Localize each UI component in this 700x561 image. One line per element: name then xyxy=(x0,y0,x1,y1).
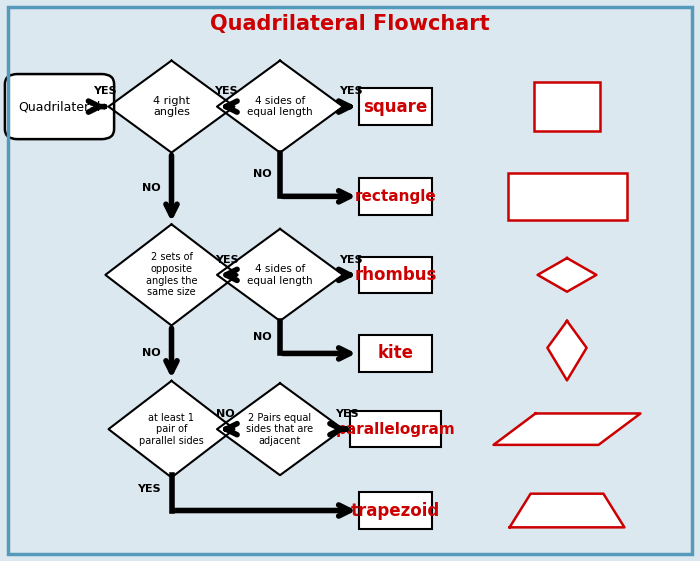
Polygon shape xyxy=(105,224,238,325)
Text: NO: NO xyxy=(253,332,272,342)
Polygon shape xyxy=(547,321,587,380)
Polygon shape xyxy=(217,383,343,475)
Text: YES: YES xyxy=(93,86,117,96)
Text: at least 1
pair of
parallel sides: at least 1 pair of parallel sides xyxy=(139,412,204,446)
Text: NO: NO xyxy=(142,183,161,194)
Text: kite: kite xyxy=(377,344,414,362)
Bar xyxy=(350,411,441,448)
Text: YES: YES xyxy=(339,255,363,265)
Text: Quadrilateral Flowchart: Quadrilateral Flowchart xyxy=(210,13,490,34)
Text: 2 sets of
opposite
angles the
same size: 2 sets of opposite angles the same size xyxy=(146,252,197,297)
FancyBboxPatch shape xyxy=(5,74,114,139)
Text: parallelogram: parallelogram xyxy=(335,422,456,436)
Bar xyxy=(508,173,626,220)
Text: rectangle: rectangle xyxy=(355,189,436,204)
Text: YES: YES xyxy=(216,255,239,265)
Polygon shape xyxy=(494,413,640,445)
Polygon shape xyxy=(538,258,596,292)
Text: NO: NO xyxy=(216,409,235,419)
Bar xyxy=(358,335,432,372)
Polygon shape xyxy=(510,494,624,527)
Text: trapezoid: trapezoid xyxy=(351,502,440,519)
Bar xyxy=(358,178,432,214)
Polygon shape xyxy=(217,61,343,153)
Text: 4 sides of
equal length: 4 sides of equal length xyxy=(247,96,313,117)
Polygon shape xyxy=(108,381,234,477)
Bar xyxy=(358,493,432,528)
Polygon shape xyxy=(108,61,234,153)
Text: 4 right
angles: 4 right angles xyxy=(153,96,190,117)
Text: square: square xyxy=(363,98,428,116)
Bar xyxy=(534,82,600,131)
Text: YES: YES xyxy=(339,86,363,96)
Text: NO: NO xyxy=(142,348,161,358)
Text: 4 sides of
equal length: 4 sides of equal length xyxy=(247,264,313,286)
Text: YES: YES xyxy=(137,484,161,494)
Bar xyxy=(358,257,432,293)
Text: 2 Pairs equal
sides that are
adjacent: 2 Pairs equal sides that are adjacent xyxy=(246,412,314,446)
Bar xyxy=(358,88,432,125)
Text: rhombus: rhombus xyxy=(354,266,437,284)
Text: Quadrilateral: Quadrilateral xyxy=(18,100,101,113)
Text: YES: YES xyxy=(214,86,237,96)
Text: YES: YES xyxy=(335,409,358,419)
Polygon shape xyxy=(217,229,343,321)
Text: NO: NO xyxy=(253,169,272,180)
